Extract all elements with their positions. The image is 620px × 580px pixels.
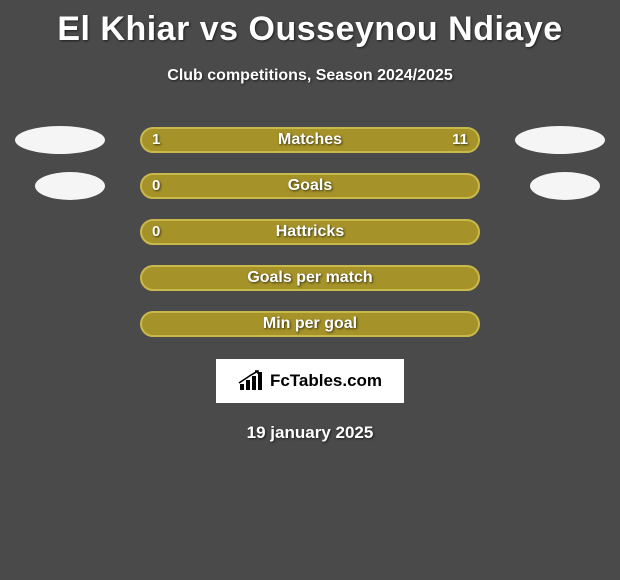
bar-chart-icon <box>238 370 264 392</box>
ellipse-left <box>35 172 105 200</box>
stat-value-left: 1 <box>152 129 160 151</box>
stat-row: Goals per match <box>0 265 620 291</box>
subtitle: Club competitions, Season 2024/2025 <box>0 67 620 85</box>
logo-text: FcTables.com <box>270 371 382 391</box>
logo-wrap: FcTables.com <box>0 359 620 403</box>
page-title: El Khiar vs Ousseynou Ndiaye <box>0 0 620 49</box>
container: El Khiar vs Ousseynou Ndiaye Club compet… <box>0 0 620 580</box>
bar-right-segment <box>202 129 478 151</box>
stat-value-left: 0 <box>152 221 160 243</box>
stat-row: Min per goal <box>0 311 620 337</box>
stat-row: Hattricks0 <box>0 219 620 245</box>
stat-rows: Matches111Goals0Hattricks0Goals per matc… <box>0 127 620 337</box>
stat-label: Goals <box>142 175 478 197</box>
ellipse-right <box>530 172 600 200</box>
stat-bar: Goals per match <box>140 265 480 291</box>
stat-row: Matches111 <box>0 127 620 153</box>
ellipse-right <box>515 126 605 154</box>
logo-box[interactable]: FcTables.com <box>216 359 404 403</box>
stat-row: Goals0 <box>0 173 620 199</box>
stat-value-left: 0 <box>152 175 160 197</box>
stat-bar: Min per goal <box>140 311 480 337</box>
ellipse-left <box>15 126 105 154</box>
stat-bar: Hattricks0 <box>140 219 480 245</box>
stat-label: Goals per match <box>142 267 478 289</box>
stat-bar: Goals0 <box>140 173 480 199</box>
stat-bar: Matches111 <box>140 127 480 153</box>
date-label: 19 january 2025 <box>0 423 620 443</box>
stat-label: Min per goal <box>142 313 478 335</box>
stat-label: Hattricks <box>142 221 478 243</box>
